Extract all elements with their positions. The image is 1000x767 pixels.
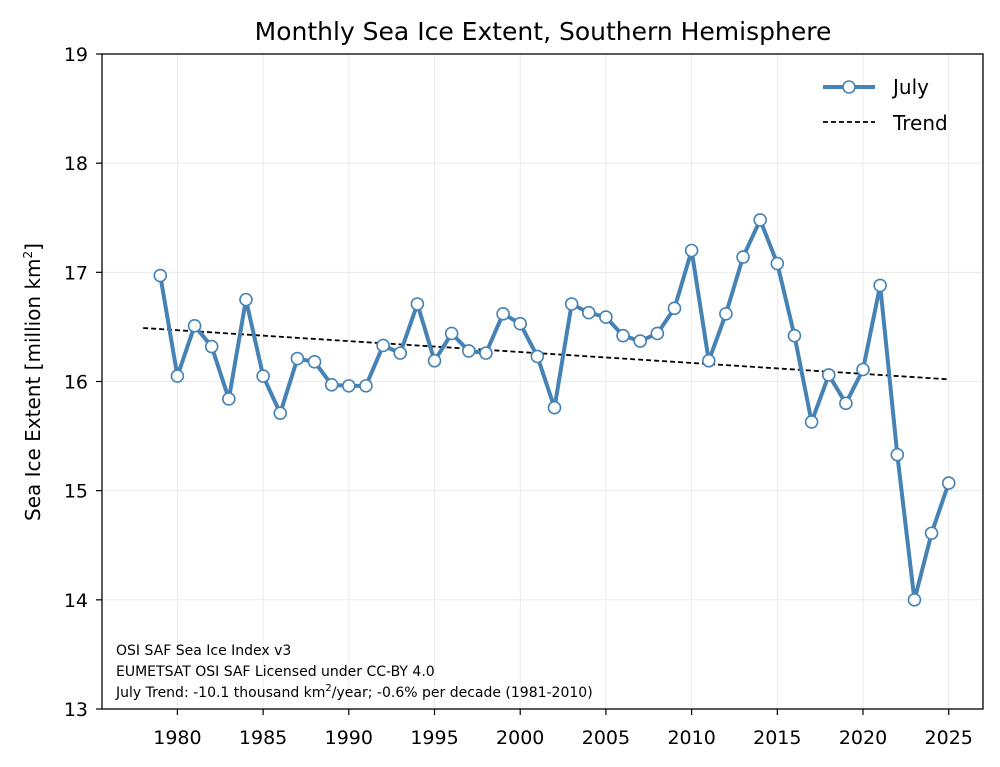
- july-point: [941, 476, 956, 490]
- july-point: [616, 328, 630, 343]
- x-tick-label: 1990: [325, 727, 373, 749]
- annotation-license: EUMETSAT OSI SAF Licensed under CC-BY 4.…: [116, 664, 435, 680]
- july-point: [804, 415, 819, 429]
- y-axis: 13 14 15 16 17 18 19: [64, 44, 102, 721]
- july-point: [513, 316, 528, 331]
- july-point: [461, 344, 476, 358]
- x-tick-label: 1980: [153, 727, 201, 749]
- legend-trend-label: Trend: [892, 111, 948, 135]
- y-tick-label: 19: [64, 44, 88, 66]
- july-point: [856, 362, 870, 377]
- series-layer: [153, 213, 956, 607]
- july-point: [427, 353, 442, 368]
- july-point: [479, 346, 493, 360]
- y-tick-label: 14: [64, 590, 88, 612]
- july-point: [924, 526, 939, 541]
- x-tick-label: 2015: [753, 727, 801, 749]
- july-point: [342, 379, 356, 393]
- y-tick-label: 15: [64, 481, 88, 503]
- july-point: [359, 379, 373, 393]
- x-tick-label: 2025: [925, 727, 973, 749]
- legend: July Trend: [823, 75, 948, 135]
- july-point: [667, 301, 682, 316]
- july-point: [187, 319, 202, 333]
- july-point: [599, 310, 613, 324]
- x-tick-label: 1985: [239, 727, 287, 749]
- july-point: [873, 278, 887, 293]
- chart-title: Monthly Sea Ice Extent, Southern Hemisph…: [255, 17, 832, 46]
- july-point: [376, 338, 390, 353]
- july-point: [530, 349, 545, 364]
- annotation-trend: July Trend: -10.1 thousand km2/year; -0.…: [115, 683, 593, 701]
- july-point: [770, 256, 785, 271]
- july-point: [324, 377, 339, 392]
- july-point: [736, 250, 750, 264]
- july-point: [719, 307, 733, 321]
- july-point: [204, 339, 219, 354]
- july-point: [290, 351, 305, 366]
- july-point: [650, 326, 665, 341]
- july-point: [239, 292, 253, 307]
- x-tick-label: 2000: [496, 727, 544, 749]
- july-point: [564, 297, 579, 311]
- july-point: [821, 368, 836, 382]
- july-point: [701, 353, 716, 368]
- july-point: [753, 213, 767, 227]
- july-point: [222, 392, 236, 406]
- y-tick-label: 18: [64, 153, 88, 175]
- july-point: [496, 307, 510, 321]
- legend-july-marker: [842, 80, 856, 94]
- july-point: [890, 447, 905, 462]
- july-point: [273, 406, 288, 420]
- x-tick-label: 2020: [839, 727, 887, 749]
- plot-frame: [101, 53, 984, 710]
- x-tick-label: 2005: [582, 727, 630, 749]
- july-point: [581, 305, 596, 320]
- y-tick-label: 13: [64, 699, 88, 721]
- july-point: [410, 297, 425, 311]
- trend-line: [143, 327, 949, 381]
- july-point: [393, 346, 408, 360]
- y-tick-label: 16: [64, 372, 88, 394]
- annotations: OSI SAF Sea Ice Index v3 EUMETSAT OSI SA…: [115, 643, 593, 701]
- trend-layer: [143, 327, 949, 381]
- july-point: [839, 396, 853, 411]
- july-point: [547, 400, 562, 415]
- july-point: [153, 268, 168, 283]
- july-point: [444, 326, 459, 341]
- july-point: [256, 369, 270, 383]
- legend-july-label: July: [891, 75, 929, 99]
- july-point: [307, 355, 322, 369]
- x-tick-label: 1995: [410, 727, 458, 749]
- july-point: [907, 593, 922, 607]
- y-axis-label: Sea Ice Extent [million km2]: [21, 243, 45, 521]
- july-point: [170, 369, 185, 383]
- x-axis: 1980 1985 1990 1995 2000 2005 2010 2015 2020 2025: [153, 709, 973, 749]
- annotation-source: OSI SAF Sea Ice Index v3: [116, 643, 291, 659]
- july-point: [633, 334, 647, 348]
- july-point: [684, 243, 699, 258]
- y-tick-label: 17: [64, 262, 88, 284]
- july-point: [787, 328, 802, 343]
- x-tick-label: 2010: [667, 727, 715, 749]
- grid: [102, 53, 983, 710]
